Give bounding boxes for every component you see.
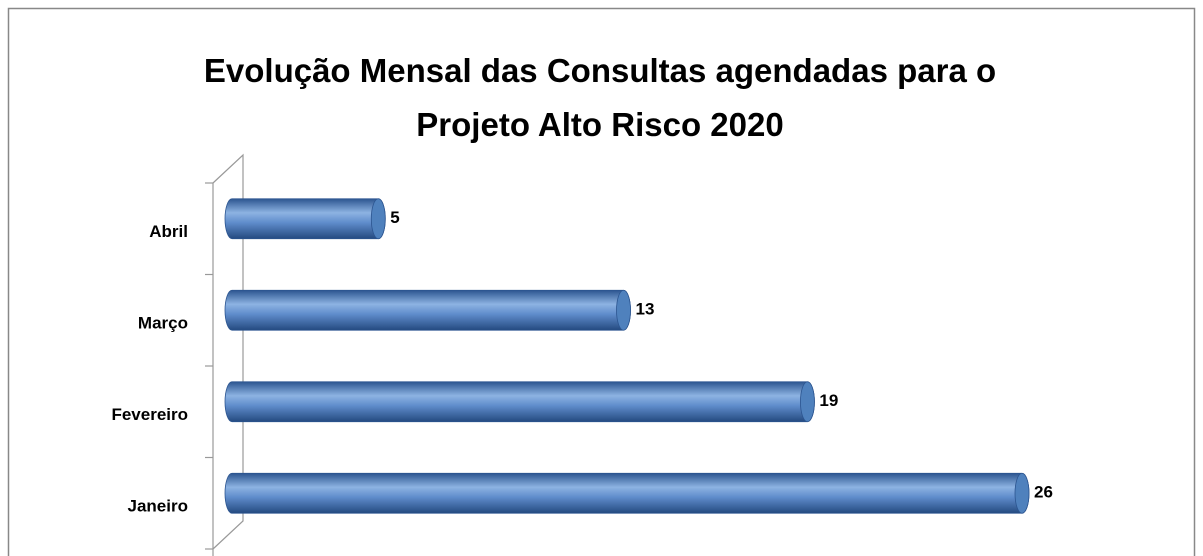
chart-border	[7, 7, 1196, 556]
data-label: 5	[390, 208, 399, 227]
chart-title: Evolução Mensal das Consultas agendadas …	[203, 52, 997, 143]
bar	[224, 198, 386, 240]
axis-wall	[212, 153, 244, 550]
y-tick-label: Fevereiro	[111, 405, 188, 424]
y-tick-label: Março	[138, 314, 188, 333]
y-tick-label: Abril	[149, 222, 188, 241]
data-label: 19	[819, 391, 838, 410]
bar	[224, 472, 1030, 514]
bar	[224, 381, 815, 423]
bar	[224, 289, 631, 331]
data-label: 13	[636, 300, 655, 319]
data-label: 26	[1034, 483, 1053, 502]
y-tick-label: Janeiro	[128, 497, 188, 516]
